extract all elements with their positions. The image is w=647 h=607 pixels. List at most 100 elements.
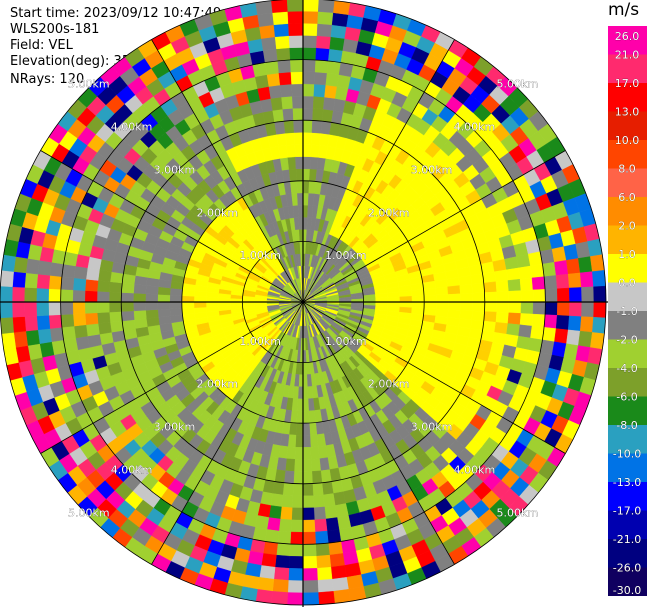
gate-cell: [257, 86, 272, 101]
gate-cell: [72, 289, 86, 303]
gate-cell: [331, 577, 349, 592]
gate-cell: [25, 258, 40, 275]
gate-cell: [295, 434, 304, 448]
colorbar-swatch: [608, 482, 647, 511]
gate-cell: [1, 254, 16, 272]
gate-cell: [544, 288, 558, 303]
gate-cell: [296, 410, 304, 424]
gate-cell: [133, 309, 147, 320]
gate-cell: [520, 289, 534, 303]
colorbar-swatch: [608, 254, 647, 283]
gate-cell: [109, 320, 124, 333]
gate-cell: [302, 132, 313, 145]
gate-cell: [472, 301, 486, 312]
colorbar-unit: m/s: [608, 0, 640, 20]
gate-cell: [593, 301, 607, 319]
gate-cell: [99, 332, 114, 346]
gate-cell: [49, 261, 64, 277]
gate-cell: [262, 48, 278, 63]
gate-cell: [324, 84, 338, 99]
colorbar-swatch: [608, 396, 647, 426]
gate-cell: [302, 519, 316, 533]
gate-cell: [542, 327, 557, 343]
gate-cell: [317, 578, 334, 593]
gate-cell: [531, 313, 546, 328]
gate-cell: [302, 374, 308, 388]
gate-cell: [314, 530, 329, 545]
colorbar-swatch: [608, 225, 647, 255]
gate-cell: [169, 301, 183, 310]
azimuth-spoke: [151, 301, 304, 565]
gate-cell: [320, 469, 332, 484]
gate-cell: [447, 285, 461, 295]
gate-cell: [302, 592, 320, 606]
gate-cell: [290, 531, 304, 545]
gate-cell: [333, 589, 351, 604]
gate-cell: [302, 144, 312, 158]
gate-cell: [494, 269, 509, 282]
gate-cell: [291, 192, 299, 206]
gate-cell: [302, 192, 309, 206]
colorbar-tick-label: 13.0: [615, 106, 640, 119]
gate-cell: [87, 333, 102, 348]
gate-cell: [495, 280, 510, 293]
gate-cell: [567, 272, 582, 289]
gate-cell: [556, 287, 570, 303]
gate-cell: [470, 273, 485, 285]
gate-cell: [423, 301, 437, 310]
gate-cell: [268, 505, 282, 520]
gate-cell: [302, 168, 311, 182]
gate-cell: [309, 434, 319, 448]
gate-cell: [48, 301, 62, 316]
colorbar-tick-label: -8.0: [616, 419, 637, 432]
gate-cell: [504, 256, 519, 271]
colorbar-tick-label: 17.0: [615, 77, 640, 90]
colorbar-tick-label: 6.0: [618, 191, 636, 204]
gate-cell: [25, 329, 40, 346]
colorbar-tick-label: 21.0: [615, 49, 640, 62]
gate-cell: [121, 310, 135, 322]
gate-cell: [328, 541, 344, 556]
gate-cell: [291, 507, 304, 521]
gate-cell: [314, 59, 329, 74]
ppi-plot: 1.00km 1.00km 1.00km 1.00km 2.00km 2.00km 2.00…: [0, 0, 608, 607]
ring-label: 4.00km: [454, 121, 496, 134]
colorbar-swatch: [608, 197, 647, 226]
gate-cell: [302, 83, 315, 97]
colorbar-swatch: [608, 83, 647, 112]
gate-cell: [146, 316, 160, 327]
gate-cell: [554, 260, 569, 276]
gate-cell: [287, 10, 304, 24]
gate-cell: [297, 204, 304, 218]
gate-cell: [133, 318, 148, 329]
gate-cell: [569, 301, 583, 317]
gate-cell: [282, 108, 294, 122]
gate-cell: [278, 518, 292, 533]
gate-cell: [471, 310, 485, 322]
gate-cell: [145, 293, 159, 303]
gate-cell: [279, 506, 293, 521]
gate-cell: [399, 301, 413, 308]
gate-cell: [302, 531, 316, 545]
start-time: Start time: 2023/09/12 10:47:49: [10, 6, 222, 21]
gate-cell: [0, 301, 13, 319]
gate-cell: [423, 287, 437, 296]
gate-cell: [285, 132, 296, 146]
gate-cell: [329, 36, 345, 51]
gate-cell: [292, 483, 304, 497]
gate-cell: [569, 287, 583, 303]
gate-cell: [484, 291, 498, 303]
gate-cell: [516, 253, 531, 269]
gate-cell: [519, 313, 534, 327]
gate-cell: [496, 290, 510, 303]
gate-cell: [288, 35, 304, 49]
colorbar-swatch: [608, 168, 647, 198]
gate-cell: [0, 285, 13, 303]
gate-cell: [518, 324, 533, 339]
gate-cell: [316, 23, 333, 38]
gate-cell: [321, 481, 334, 496]
gate-cell: [319, 457, 330, 472]
gate-cell: [266, 72, 281, 87]
colorbar-swatch: [608, 539, 647, 568]
gate-cell: [73, 324, 88, 339]
